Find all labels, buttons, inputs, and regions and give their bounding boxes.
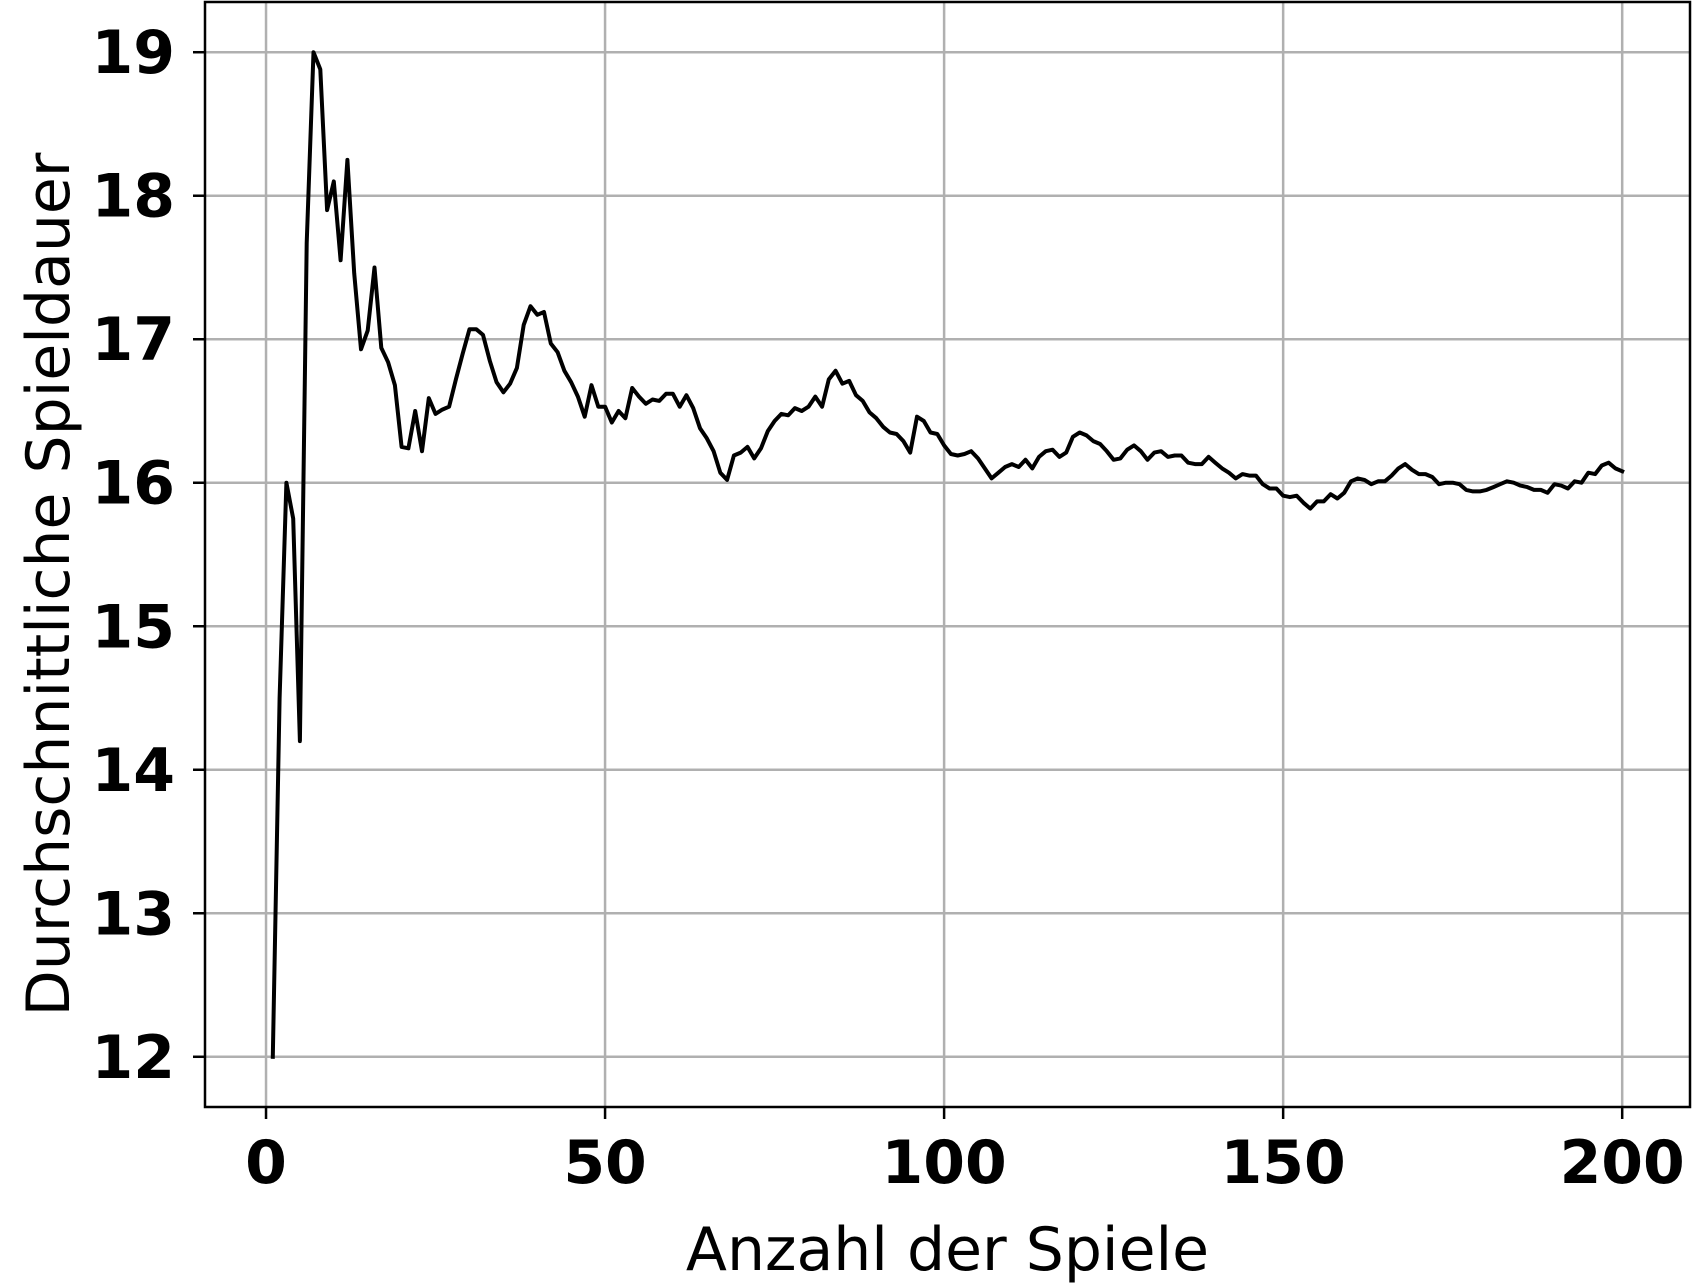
x-axis-ticks: 0 50 100 150 200 xyxy=(245,1107,1685,1198)
y-tick-label: 18 xyxy=(92,162,176,232)
plot-frame xyxy=(203,0,1692,1109)
x-axis-label: Anzahl der Spiele xyxy=(686,1215,1209,1285)
grid xyxy=(205,2,1690,1107)
x-tick-label: 100 xyxy=(881,1128,1006,1198)
y-tick-label: 14 xyxy=(92,736,176,806)
x-tick-label: 150 xyxy=(1221,1128,1346,1198)
series-line-0 xyxy=(270,50,1625,1059)
y-tick-label: 16 xyxy=(92,449,176,519)
y-tick-label: 15 xyxy=(92,592,176,662)
y-axis-ticks: 12 13 14 15 16 17 18 19 xyxy=(92,18,205,1093)
x-tick-label: 200 xyxy=(1560,1128,1685,1198)
y-tick-label: 17 xyxy=(92,305,176,375)
x-tick-label: 0 xyxy=(245,1128,287,1198)
y-tick-label: 13 xyxy=(92,879,176,949)
series-layer xyxy=(270,50,1625,1059)
x-tick-label: 50 xyxy=(563,1128,647,1198)
y-tick-label: 12 xyxy=(92,1023,176,1093)
y-axis-label: Durchschnittliche Spieldauer xyxy=(14,152,84,1016)
y-tick-label: 19 xyxy=(92,18,176,88)
